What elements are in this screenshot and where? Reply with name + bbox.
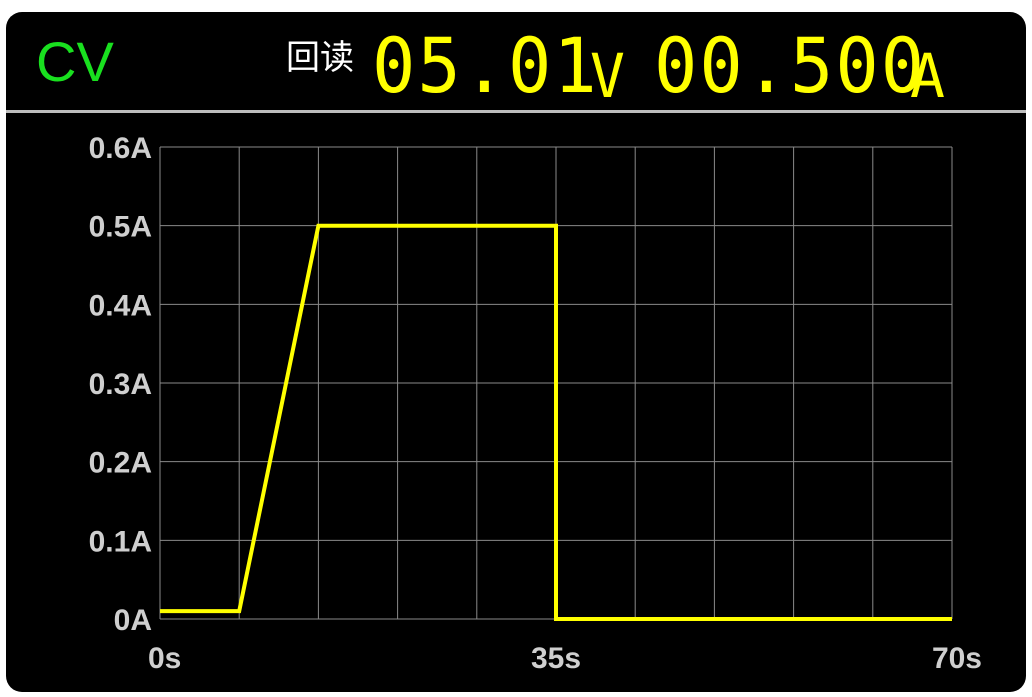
mode-indicator: CV <box>36 30 114 93</box>
x-tick-label: 0s <box>148 642 181 675</box>
current-unit: A <box>910 40 945 112</box>
x-tick-label: 70s <box>932 642 982 675</box>
header-divider <box>6 110 1026 113</box>
x-axis-ticks: 0s 35s 70s <box>148 642 982 675</box>
y-tick-label: 0.5A <box>89 211 152 244</box>
y-tick-label: 0A <box>114 604 152 637</box>
voltage-readout: 05.01 <box>372 21 599 110</box>
y-tick-label: 0.6A <box>89 132 152 165</box>
current-trace-line <box>160 223 952 621</box>
instrument-display: CV 回读 05.01 V 00.500 A <box>6 12 1026 692</box>
y-tick-label: 0.3A <box>89 368 152 401</box>
readback-label: 回读 <box>286 38 354 78</box>
y-tick-label: 0.2A <box>89 447 152 480</box>
current-readout: 00.500 <box>654 21 927 110</box>
voltage-unit: V <box>590 40 625 112</box>
x-tick-label: 35s <box>531 642 581 675</box>
chart-series <box>160 223 952 621</box>
readout-header: CV 回读 05.01 V 00.500 A <box>6 12 1026 112</box>
y-axis-ticks: 0A 0.1A 0.2A 0.3A 0.4A 0.5A 0.6A <box>89 132 152 637</box>
y-tick-label: 0.4A <box>89 289 152 322</box>
y-tick-label: 0.1A <box>89 525 152 558</box>
